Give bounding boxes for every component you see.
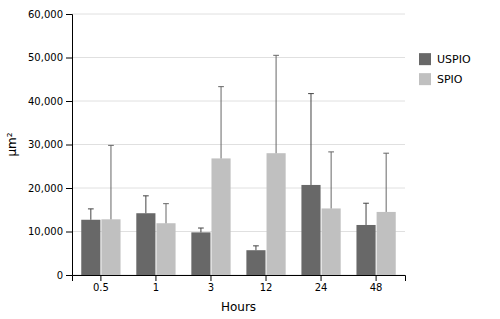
bar xyxy=(81,220,100,275)
y-tick-mark xyxy=(66,14,72,15)
y-tick-label: 0 xyxy=(57,270,63,281)
y-tick: 0 xyxy=(57,270,72,281)
error-bar xyxy=(253,246,259,250)
y-tick: 10,000 xyxy=(28,226,72,237)
x-tick-mark xyxy=(100,275,101,281)
y-axis: 0 10,000 20,000 30,000 40,000 50,000 60,000 xyxy=(28,9,73,281)
bar xyxy=(356,225,375,275)
error-bar xyxy=(308,94,314,185)
grid-line xyxy=(72,57,405,58)
y-tick-label: 30,000 xyxy=(28,139,63,150)
x-tick-mark xyxy=(210,275,211,281)
legend-swatch xyxy=(419,73,431,85)
error-bar xyxy=(198,228,204,232)
x-tick-mark xyxy=(155,275,156,281)
y-tick: 30,000 xyxy=(28,139,72,150)
error-bar xyxy=(218,87,224,159)
x-tick: 3 xyxy=(208,275,214,293)
bar xyxy=(267,153,286,275)
bar xyxy=(322,208,341,275)
x-tick-label: 12 xyxy=(260,282,273,293)
legend-swatch xyxy=(419,53,431,65)
x-tick-label: 48 xyxy=(370,282,383,293)
y-tick: 40,000 xyxy=(28,96,72,107)
marks xyxy=(81,55,395,275)
y-tick: 60,000 xyxy=(28,9,72,20)
plot: 0 10,000 20,000 30,000 40,000 50,000 60,000 0.5… xyxy=(28,9,406,293)
error-bar xyxy=(108,145,114,219)
error-bars xyxy=(108,55,389,223)
legend: USPIO SPIO xyxy=(419,53,471,86)
y-tick-mark xyxy=(66,232,72,233)
x-tick: 0.5 xyxy=(93,275,109,293)
grid xyxy=(72,14,405,275)
series xyxy=(81,94,375,275)
legend-label: USPIO xyxy=(437,53,471,66)
bar xyxy=(101,219,120,275)
x-tick: 1 xyxy=(153,275,159,293)
error-bar xyxy=(143,196,149,213)
bar xyxy=(211,158,230,275)
grid-line xyxy=(72,144,405,145)
error-bar xyxy=(328,152,334,209)
chart: 0 10,000 20,000 30,000 40,000 50,000 60,000 0.5… xyxy=(0,0,500,319)
grid-line xyxy=(72,14,405,15)
x-axis-line xyxy=(73,276,406,282)
grid-line xyxy=(72,188,405,189)
grid-line xyxy=(72,101,405,102)
x-tick-label: 1 xyxy=(153,282,159,293)
legend-label: SPIO xyxy=(437,73,463,86)
y-tick-mark xyxy=(66,58,72,59)
y-axis-line xyxy=(66,15,73,276)
x-tick-label: 3 xyxy=(208,282,214,293)
bar xyxy=(136,213,155,275)
y-tick: 20,000 xyxy=(28,183,72,194)
x-tick-label: 24 xyxy=(315,282,328,293)
x-tick: 12 xyxy=(260,275,273,293)
bar xyxy=(156,223,175,275)
y-tick-label: 60,000 xyxy=(28,9,63,20)
x-tick: 48 xyxy=(370,275,383,293)
y-tick-mark xyxy=(66,188,72,189)
bar xyxy=(246,250,265,275)
error-bar xyxy=(383,153,389,212)
x-tick: 24 xyxy=(315,275,328,293)
bar xyxy=(377,212,396,275)
grid-line xyxy=(72,231,405,232)
error-bar xyxy=(273,55,279,153)
error-bar xyxy=(88,209,94,220)
x-tick-mark xyxy=(376,275,377,281)
error-bar xyxy=(163,204,169,224)
y-tick-mark xyxy=(66,145,72,146)
y-tick: 50,000 xyxy=(28,52,72,63)
y-tick-label: 20,000 xyxy=(28,183,63,194)
bar xyxy=(301,185,320,275)
y-tick-label: 50,000 xyxy=(28,52,63,63)
error-bar xyxy=(363,203,369,225)
bar xyxy=(191,232,210,275)
y-tick-mark xyxy=(66,101,72,102)
x-tick-label: 0.5 xyxy=(93,282,109,293)
y-tick-mark xyxy=(66,275,72,276)
series xyxy=(101,55,395,275)
x-tick-mark xyxy=(321,275,322,281)
y-axis-title: μm² xyxy=(5,132,19,156)
x-tick-mark xyxy=(266,275,267,281)
y-tick-label: 40,000 xyxy=(28,96,63,107)
x-axis: 0.5 1 3 12 24 48 xyxy=(73,275,406,293)
legend-item: SPIO xyxy=(419,73,463,86)
legend-item: USPIO xyxy=(419,53,471,66)
x-axis-title: Hours xyxy=(221,300,256,314)
y-tick-label: 10,000 xyxy=(28,226,63,237)
